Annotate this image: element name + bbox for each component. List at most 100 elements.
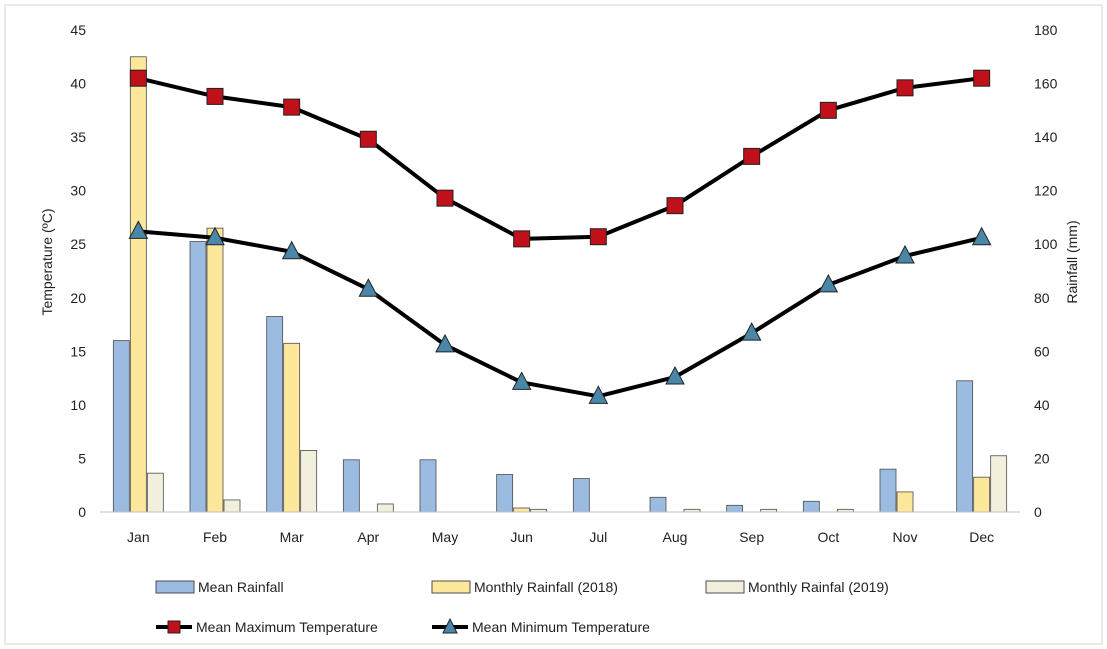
chart-frame	[4, 4, 1103, 645]
x-tick-label: Apr	[357, 529, 379, 545]
right-tick-label: 80	[1034, 290, 1050, 306]
legend-label: Monthly Rainfal (2019)	[748, 579, 889, 595]
bar	[129, 56, 147, 513]
bar	[112, 340, 130, 513]
left-tick-label: 20	[70, 290, 86, 306]
legend-marker	[442, 617, 458, 634]
x-tick-label: Dec	[969, 529, 994, 545]
bar	[283, 342, 301, 513]
max-temp-point	[283, 98, 301, 116]
min-temp-point	[205, 226, 225, 246]
legend-swatch	[431, 580, 471, 594]
right-tick-label: 0	[1034, 504, 1042, 520]
x-tick-label: Jul	[589, 529, 607, 545]
legend-label: Mean Minimum Temperature	[472, 619, 650, 635]
right-tick-label: 140	[1034, 129, 1058, 145]
legend-label: Mean Maximum Temperature	[196, 619, 378, 635]
bar	[802, 500, 820, 513]
max-temp-point	[589, 228, 607, 246]
bar	[990, 455, 1008, 513]
legend: Mean Rainfall Monthly Rainfall (2018) Mont…	[155, 579, 889, 635]
right-tick-label: 60	[1034, 343, 1050, 359]
bar	[342, 459, 360, 513]
left-tick-label: 10	[70, 397, 86, 413]
bar	[206, 227, 224, 513]
right-tick-label: 180	[1034, 22, 1058, 38]
bar	[572, 478, 590, 513]
left-tick-label: 5	[78, 450, 86, 466]
series-line	[137, 76, 982, 241]
bar	[223, 499, 241, 513]
rainfall-bars	[112, 56, 1008, 513]
left-tick-label: 25	[70, 236, 86, 252]
max-temp-point	[206, 87, 224, 105]
legend-swatch	[705, 580, 745, 594]
bar	[973, 476, 991, 513]
min-temp-point	[358, 278, 379, 297]
min-temp-point	[281, 240, 302, 260]
max-temp-point	[359, 130, 377, 148]
min-temp-point	[818, 273, 839, 293]
max-temp-point	[666, 197, 684, 215]
bar	[649, 496, 667, 513]
bar	[896, 491, 914, 513]
bar	[726, 504, 744, 513]
max-temp-point	[819, 101, 837, 119]
max-temp-point	[513, 230, 531, 248]
x-tick-label: Jun	[510, 529, 533, 545]
right-axis-title: Rainfall (mm)	[1064, 220, 1080, 303]
bar	[300, 450, 318, 513]
x-tick-label: May	[432, 529, 458, 545]
bar	[956, 380, 974, 513]
temperature-lines	[128, 69, 992, 404]
min-temp-point	[128, 220, 149, 239]
min-temp-point	[971, 226, 992, 246]
right-axis-ticks: 0 20 40 60 80 100 120 140 160 180	[1034, 22, 1058, 520]
max-temp-point	[436, 189, 454, 207]
right-tick-label: 160	[1034, 76, 1058, 92]
bar	[419, 459, 437, 513]
x-tick-label: Mar	[280, 529, 304, 545]
max-temp-point	[896, 79, 914, 97]
legend-swatch	[155, 580, 195, 594]
bar	[266, 316, 284, 513]
bar	[376, 503, 394, 513]
right-tick-label: 100	[1034, 236, 1058, 252]
left-tick-label: 35	[70, 129, 86, 145]
min-temp-point	[435, 333, 455, 353]
bar	[189, 241, 207, 513]
min-temp-point	[895, 244, 915, 264]
x-tick-label: Oct	[817, 529, 839, 545]
x-tick-label: Jan	[127, 529, 150, 545]
left-axis-title: Temperature (ºC)	[39, 208, 55, 315]
right-tick-label: 20	[1034, 450, 1050, 466]
right-tick-label: 120	[1034, 183, 1058, 199]
x-axis-ticks: Jan Feb Mar Apr May Jun Jul Aug Sep Oct Nov Dec	[127, 529, 994, 545]
min-temp-point	[741, 322, 762, 341]
min-temp-point	[588, 385, 609, 404]
left-tick-label: 30	[70, 183, 86, 199]
legend-label: Mean Rainfall	[198, 579, 284, 595]
legend-label: Monthly Rainfall (2018)	[474, 579, 618, 595]
left-tick-label: 15	[70, 343, 86, 359]
left-tick-label: 40	[70, 76, 86, 92]
bar	[496, 474, 514, 513]
series-line	[138, 229, 983, 399]
max-temp-point	[743, 147, 761, 165]
x-tick-label: Feb	[203, 529, 227, 545]
right-tick-label: 40	[1034, 397, 1050, 413]
max-temp-point	[973, 69, 991, 87]
left-tick-label: 45	[70, 22, 86, 38]
x-tick-label: Nov	[893, 529, 918, 545]
bar	[146, 472, 164, 513]
left-axis-ticks: 0 5 10 15 20 25 30 35 40 45	[70, 22, 86, 520]
max-temp-point	[129, 69, 147, 87]
min-temp-point	[511, 371, 532, 390]
bar	[879, 468, 897, 513]
x-tick-label: Aug	[663, 529, 688, 545]
legend-marker	[167, 620, 181, 634]
left-tick-label: 0	[78, 504, 86, 520]
x-tick-label: Sep	[739, 529, 764, 545]
min-temp-point	[665, 365, 685, 385]
